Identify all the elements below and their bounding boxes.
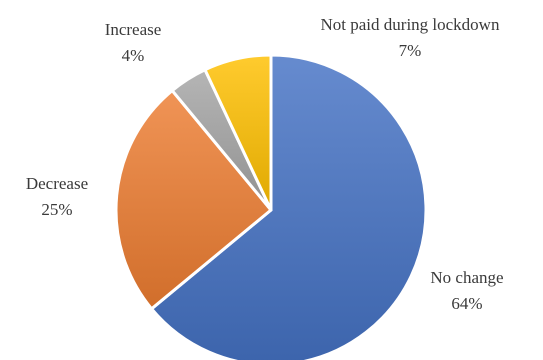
slice-category-label: Increase xyxy=(105,20,162,39)
pie-slice-not-paid-during-lockdown xyxy=(203,53,273,212)
slice-value-label: 4% xyxy=(122,46,145,65)
slice-category-label: Not paid during lockdown xyxy=(321,15,500,34)
pie-slice-no-change xyxy=(150,53,428,360)
slice-value-label: 7% xyxy=(399,41,422,60)
slice-value-label: 25% xyxy=(41,200,72,219)
slices-layer xyxy=(114,53,428,360)
slice-category-label: Decrease xyxy=(26,174,88,193)
slice-category-label: No change xyxy=(430,268,503,287)
pie-slice-decrease xyxy=(114,89,273,311)
slice-value-label: 64% xyxy=(451,294,482,313)
labels-layer: No change 64% Decrease 25% Increase 4% Not pai… xyxy=(26,15,504,313)
